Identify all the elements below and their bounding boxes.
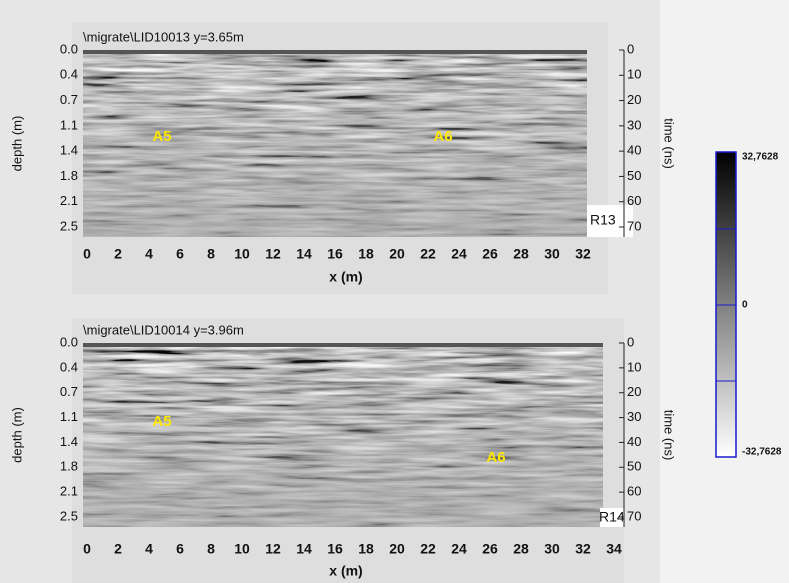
- time-tick-label: 70: [627, 218, 641, 233]
- annotation: A6: [433, 128, 452, 145]
- x-axis-label: x (m): [329, 269, 362, 285]
- depth-tick-label: 0.0: [60, 41, 78, 56]
- x-tick-label: 8: [207, 541, 215, 557]
- time-tick-label: 50: [627, 459, 641, 474]
- x-tick-label: 22: [420, 541, 436, 557]
- time-tick-label: 0: [627, 334, 634, 349]
- time-tick-label: 30: [627, 409, 641, 424]
- surface-band: [83, 50, 587, 54]
- annotation: A5: [152, 413, 171, 430]
- x-tick-label: 10: [234, 246, 250, 262]
- x-tick-label: 8: [207, 246, 215, 262]
- x-tick-label: 4: [145, 541, 153, 557]
- depth-tick-label: 1.8: [60, 168, 78, 183]
- x-tick-label: 16: [327, 246, 343, 262]
- x-tick-label: 12: [265, 541, 281, 557]
- depth-tick-label: 1.1: [60, 409, 78, 424]
- profile-box: [587, 205, 633, 237]
- x-tick-label: 32: [575, 541, 591, 557]
- profile-label: R14: [599, 509, 625, 525]
- y-axis-label: depth (m): [9, 116, 24, 172]
- time-tick-label: 50: [627, 168, 641, 183]
- x-tick-label: 14: [296, 246, 312, 262]
- x-tick-label: 26: [482, 246, 498, 262]
- depth-tick-label: 2.1: [60, 484, 78, 499]
- panel-title: \migrate\LID10014 y=3.96m: [83, 322, 244, 337]
- x-tick-label: 6: [176, 246, 184, 262]
- time-tick-label: 60: [627, 193, 641, 208]
- time-tick-label: 40: [627, 143, 641, 158]
- x-tick-label: 18: [358, 246, 374, 262]
- x-tick-label: 2: [114, 246, 122, 262]
- depth-tick-label: 1.8: [60, 459, 78, 474]
- x-tick-label: 10: [234, 541, 250, 557]
- depth-tick-label: 2.1: [60, 193, 78, 208]
- depth-tick-label: 1.4: [60, 143, 78, 158]
- depth-tick-label: 0.4: [60, 359, 78, 374]
- x-tick-label: 18: [358, 541, 374, 557]
- depth-tick-label: 0.4: [60, 67, 78, 82]
- depth-tick-label: 1.4: [60, 434, 78, 449]
- time-tick-label: 20: [627, 92, 641, 107]
- colorbar-mid: 0: [742, 300, 748, 311]
- depth-tick-label: 2.5: [60, 218, 78, 233]
- y2-axis-label: time (ns): [662, 118, 677, 169]
- x-tick-label: 2: [114, 541, 122, 557]
- depth-tick-label: 0.7: [60, 384, 78, 399]
- x-tick-label: 30: [544, 541, 560, 557]
- depth-tick-label: 1.1: [60, 117, 78, 132]
- time-tick-label: 70: [627, 508, 641, 523]
- surface-band: [83, 343, 603, 347]
- depth-tick-label: 0.0: [60, 334, 78, 349]
- x-tick-label: 30: [544, 246, 560, 262]
- x-tick-label: 34: [606, 541, 622, 557]
- colorbar-max: 32,7628: [742, 152, 779, 163]
- annotation: A6: [486, 449, 505, 466]
- x-tick-label: 20: [389, 246, 405, 262]
- depth-tick-label: 0.7: [60, 92, 78, 107]
- time-tick-label: 60: [627, 484, 641, 499]
- x-tick-label: 24: [451, 541, 467, 557]
- x-tick-label: 0: [83, 541, 91, 557]
- colorbar-min: -32,7628: [742, 447, 782, 458]
- radargram-shade: [83, 50, 587, 237]
- x-tick-label: 22: [420, 246, 436, 262]
- x-tick-label: 0: [83, 246, 91, 262]
- time-tick-label: 10: [627, 359, 641, 374]
- x-tick-label: 32: [575, 246, 591, 262]
- x-tick-label: 24: [451, 246, 467, 262]
- x-tick-label: 20: [389, 541, 405, 557]
- x-tick-label: 14: [296, 541, 312, 557]
- time-tick-label: 40: [627, 434, 641, 449]
- time-tick-label: 10: [627, 67, 641, 82]
- time-tick-label: 20: [627, 384, 641, 399]
- y2-axis-label: time (ns): [662, 410, 677, 461]
- x-tick-label: 6: [176, 541, 184, 557]
- depth-tick-label: 2.5: [60, 508, 78, 523]
- time-tick-label: 0: [627, 41, 634, 56]
- panel-title: \migrate\LID10013 y=3.65m: [83, 29, 244, 44]
- x-axis-label: x (m): [329, 563, 362, 579]
- x-tick-label: 16: [327, 541, 343, 557]
- y-axis-label: depth (m): [9, 407, 24, 463]
- time-tick-label: 30: [627, 117, 641, 132]
- annotation: A5: [152, 128, 171, 145]
- profile-label: R13: [590, 212, 616, 228]
- x-tick-label: 28: [513, 541, 529, 557]
- x-tick-label: 4: [145, 246, 153, 262]
- x-tick-label: 26: [482, 541, 498, 557]
- x-tick-label: 12: [265, 246, 281, 262]
- profile-box: [600, 508, 624, 527]
- x-tick-label: 28: [513, 246, 529, 262]
- radargram-shade: [83, 343, 603, 527]
